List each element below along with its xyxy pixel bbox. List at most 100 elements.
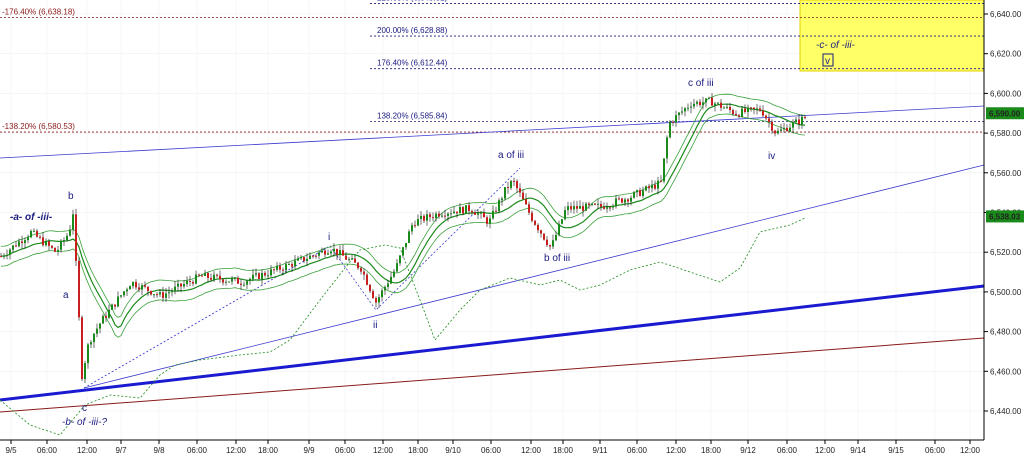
candle [777, 130, 779, 134]
candle [651, 184, 653, 189]
candle [12, 245, 14, 250]
x-tick-label: 18:00 [408, 446, 429, 455]
wave-label-ii: ii [373, 320, 377, 331]
candle [192, 281, 194, 284]
candle [423, 215, 425, 221]
x-tick-label: 9/10 [445, 446, 461, 455]
candle [360, 268, 362, 272]
candle [189, 280, 191, 282]
candle [282, 269, 284, 271]
candle [681, 111, 683, 113]
candle [45, 241, 47, 246]
x-tick-label: 9/12 [740, 446, 756, 455]
candle [648, 186, 650, 189]
candle [111, 304, 113, 310]
trend-lines [0, 105, 985, 413]
candle [702, 102, 704, 106]
candle [306, 258, 308, 261]
candle [420, 215, 422, 220]
candle [393, 271, 395, 277]
candle [558, 223, 560, 235]
candle [627, 199, 629, 202]
candle [237, 277, 239, 284]
candle [246, 281, 248, 285]
candle [375, 298, 377, 303]
candle [117, 296, 119, 307]
candle [705, 98, 707, 103]
candle [771, 121, 773, 131]
wave-labels: -a- of -iii- b a c -b- of -iii-? i ii a … [10, 40, 856, 428]
candle [798, 119, 800, 125]
candle [594, 203, 596, 205]
candle [591, 203, 593, 205]
x-tick-label: 9/11 [593, 446, 609, 455]
candle [378, 297, 380, 303]
candle [447, 213, 449, 216]
candle [369, 284, 371, 292]
candle [300, 257, 302, 259]
x-tick-label: 06:00 [187, 446, 208, 455]
candle [285, 264, 287, 271]
candle [408, 231, 410, 243]
candle [516, 181, 518, 189]
candle [441, 215, 443, 217]
candle [726, 106, 728, 108]
candle [318, 252, 320, 256]
candle [471, 210, 473, 213]
candle [93, 333, 95, 343]
candle [753, 107, 755, 110]
candle [267, 275, 269, 277]
candle [483, 212, 485, 218]
trend-line-thick-blue [0, 284, 985, 402]
candle [345, 255, 347, 260]
x-tick-label: 12:00 [226, 446, 247, 455]
candle [342, 250, 344, 256]
candle [693, 103, 695, 107]
candle [582, 206, 584, 211]
candle [102, 315, 104, 324]
price-tag [986, 107, 1024, 120]
candle [525, 199, 527, 205]
candle [159, 292, 161, 295]
candle [735, 113, 737, 116]
candle [210, 277, 212, 280]
wave-label-v-box [822, 53, 834, 67]
candle [273, 269, 275, 271]
candle [288, 264, 290, 266]
candle [513, 180, 515, 182]
candle [531, 212, 533, 221]
candle [315, 255, 317, 257]
candle [96, 328, 98, 334]
candle [156, 294, 158, 296]
candle [699, 101, 701, 106]
x-tick-label: 18:00 [258, 446, 279, 455]
candle [462, 207, 464, 214]
candle [219, 275, 221, 280]
candle [549, 245, 551, 247]
candle [57, 249, 59, 252]
candle [444, 215, 446, 217]
candle [216, 274, 218, 276]
candle [669, 121, 671, 138]
candle [153, 294, 155, 296]
candle [6, 254, 8, 256]
y-tick-label: 6,640.00 [990, 10, 1022, 19]
candle [633, 192, 635, 198]
candle [711, 97, 713, 106]
wave-label-v: v [825, 56, 830, 67]
candle [621, 198, 623, 203]
x-tick-label: 12:00 [666, 446, 687, 455]
candle [768, 118, 770, 122]
moving-averages [0, 93, 806, 338]
candle [639, 190, 641, 196]
candle [297, 258, 299, 261]
candle [174, 286, 176, 292]
candle [399, 255, 401, 264]
candle [528, 204, 530, 213]
x-tick-label: 9/15 [888, 446, 904, 455]
candle [171, 291, 173, 293]
candle [30, 230, 32, 238]
candle [459, 207, 461, 214]
candle [114, 304, 116, 307]
